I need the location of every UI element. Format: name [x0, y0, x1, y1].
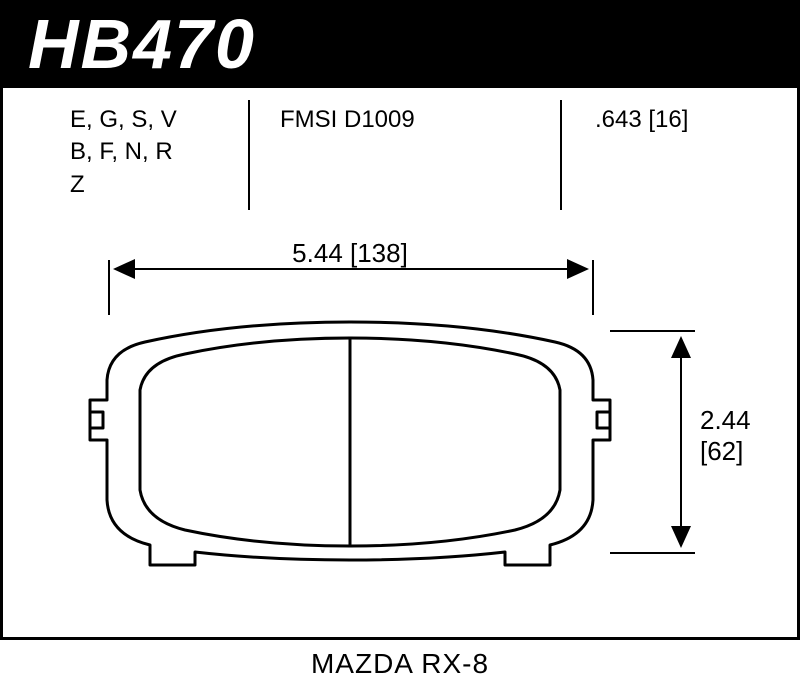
width-dimension-label: 5.44 [138]	[0, 238, 700, 269]
v-extension-top	[610, 330, 695, 332]
brake-pad-outline	[85, 320, 615, 570]
height-mm: [62]	[700, 436, 751, 467]
spec-row: E, G, S, V B, F, N, R Z FMSI D1009 .643 …	[0, 104, 800, 214]
vehicle-label: MAZDA RX-8	[0, 648, 800, 680]
height-dimension-arrow	[680, 338, 682, 546]
left-ear-notch	[90, 412, 103, 428]
fmsi-code: FMSI D1009	[280, 104, 415, 136]
v-extension-bottom	[610, 552, 695, 554]
spec-divider-2	[560, 100, 562, 210]
right-ear-notch	[597, 412, 610, 428]
compounds-line-1: E, G, S, V	[70, 104, 177, 136]
compound-codes: E, G, S, V B, F, N, R Z	[70, 104, 177, 201]
height-dimension-label: 2.44 [62]	[700, 405, 751, 467]
thickness-spec: .643 [16]	[595, 104, 688, 136]
compounds-line-2: B, F, N, R	[70, 136, 177, 168]
spec-divider-1	[248, 100, 250, 210]
height-inches: 2.44	[700, 405, 751, 436]
diagram-area: 5.44 [138] 2.44 [62]	[0, 230, 800, 640]
compounds-line-3: Z	[70, 169, 177, 201]
